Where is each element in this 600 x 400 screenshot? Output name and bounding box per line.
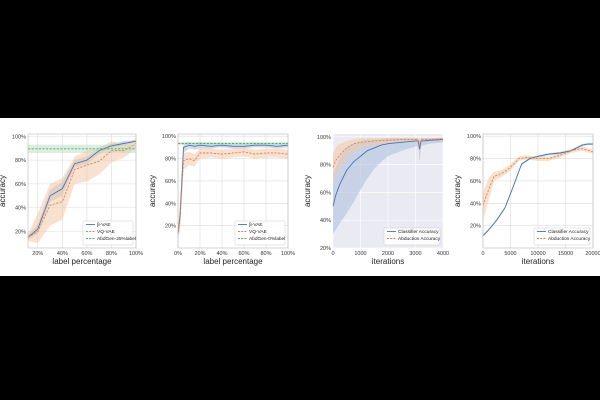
- y-tick-label: 100%: [467, 134, 481, 140]
- legend-label: VQ-VAE: [249, 229, 267, 235]
- confidence-band-1: [333, 138, 443, 235]
- legend-label: Classifier Accuracy: [548, 229, 589, 235]
- legend-label: AbdGen-25%label: [97, 236, 136, 242]
- legend-label: Abduction Accuracy: [398, 236, 441, 242]
- x-tick-label: 40%: [216, 251, 227, 257]
- legend-label: VQ-VAE: [97, 229, 115, 235]
- plot-frame: [27, 133, 137, 249]
- four-panel-figure: 20% 40% 60% 80% 100% 20% 40% 60% 80% 100% label pe…: [0, 133, 600, 266]
- legend-box: [533, 227, 591, 246]
- legend-label: β-VAE: [249, 222, 263, 228]
- series-line-1: [177, 144, 289, 234]
- x-tick-label: 4000: [437, 251, 449, 257]
- y-tick-label: 100%: [12, 134, 26, 140]
- legend-label: AbdGen-0%label: [249, 236, 285, 242]
- x-tick-label: 20000: [585, 251, 600, 257]
- series-line-2: [332, 138, 444, 168]
- plot-frame: [177, 133, 289, 249]
- y-tick-label: 60%: [165, 179, 176, 185]
- y-tick-label: 100%: [317, 135, 331, 141]
- y-tick-label: 100%: [162, 134, 176, 140]
- chart-panel-1: 20% 40% 60% 80% 100% 20% 40% 60% 80% 100% label pe…: [0, 133, 143, 266]
- y-axis-label: accuracy: [148, 175, 157, 207]
- y-tick-label: 80%: [165, 157, 176, 163]
- y-axis-label: accuracy: [453, 175, 462, 207]
- y-tick-label: 20%: [15, 229, 26, 235]
- x-axis-label: iterations: [372, 257, 404, 266]
- y-tick-label: 20%: [470, 224, 481, 230]
- x-tick-label: 40%: [57, 251, 68, 257]
- y-tick-label: 60%: [320, 190, 331, 196]
- y-tick-label: 20%: [165, 224, 176, 230]
- x-tick-label: 2000: [382, 251, 394, 257]
- x-tick-label: 20%: [194, 251, 205, 257]
- y-tick-label: 20%: [320, 246, 331, 252]
- y-tick-label: 80%: [15, 158, 26, 164]
- chart-panel-3: 0 1000 2000 3000 4000 20% 40% 60% 80% 100% iterati…: [303, 134, 449, 266]
- legend-box: [234, 220, 286, 246]
- x-tick-label: 0: [481, 251, 484, 257]
- legend-box: [383, 227, 441, 246]
- x-tick-label: 0%: [174, 251, 182, 257]
- series-line-1: [482, 143, 593, 237]
- series-line-1: [332, 139, 444, 207]
- y-tick-label: 60%: [15, 182, 26, 188]
- y-axis-label: accuracy: [0, 175, 7, 207]
- x-tick-label: 1000: [354, 251, 366, 257]
- x-axis-label: label percentage: [203, 257, 263, 266]
- confidence-band-2: [483, 146, 593, 221]
- series-line-1: [27, 140, 137, 238]
- x-tick-label: 15000: [558, 251, 573, 257]
- x-axis-label: iterations: [522, 257, 554, 266]
- confidence-band-2: [178, 147, 288, 237]
- x-tick-label: 0: [331, 251, 334, 257]
- plot-frame: [482, 133, 594, 249]
- y-tick-label: 80%: [470, 157, 481, 163]
- series-line-2: [482, 148, 594, 206]
- chart-panel-2: 0% 20% 40% 60% 80% 100% 20% 40% 60% 80% 100% label …: [148, 133, 295, 266]
- x-tick-label: 5000: [504, 251, 516, 257]
- legend-label: β-VAE: [97, 222, 111, 228]
- chart-panel-4: 0 5000 10000 15000 20000 20% 40% 60% 80% 100% iter…: [453, 133, 600, 266]
- x-tick-label: 60%: [81, 251, 92, 257]
- x-tick-label: 80%: [106, 251, 117, 257]
- x-tick-label: 3000: [409, 251, 421, 257]
- x-tick-label: 80%: [260, 251, 271, 257]
- series-line-2: [177, 151, 289, 234]
- x-axis-label: label percentage: [52, 257, 112, 266]
- x-tick-label: 100%: [129, 251, 143, 257]
- figure-strip: 20% 40% 60% 80% 100% 20% 40% 60% 80% 100% label pe…: [0, 118, 600, 276]
- y-tick-label: 40%: [470, 201, 481, 207]
- x-tick-label: 20%: [32, 251, 43, 257]
- x-tick-label: 100%: [281, 251, 295, 257]
- y-tick-label: 40%: [165, 201, 176, 207]
- series-line-2: [27, 143, 137, 238]
- legend-label: Classifier Accuracy: [398, 229, 439, 235]
- y-axis-label: accuracy: [303, 175, 312, 207]
- confidence-band-2: [28, 138, 136, 244]
- confidence-band-2: [333, 137, 443, 186]
- y-tick-label: 40%: [15, 206, 26, 212]
- y-tick-label: 80%: [320, 163, 331, 169]
- x-tick-label: 10000: [530, 251, 545, 257]
- x-tick-label: 60%: [238, 251, 249, 257]
- legend-label: Abduction Accuracy: [548, 236, 591, 242]
- legend-box: [82, 220, 134, 246]
- y-tick-label: 60%: [470, 179, 481, 185]
- y-tick-label: 40%: [320, 218, 331, 224]
